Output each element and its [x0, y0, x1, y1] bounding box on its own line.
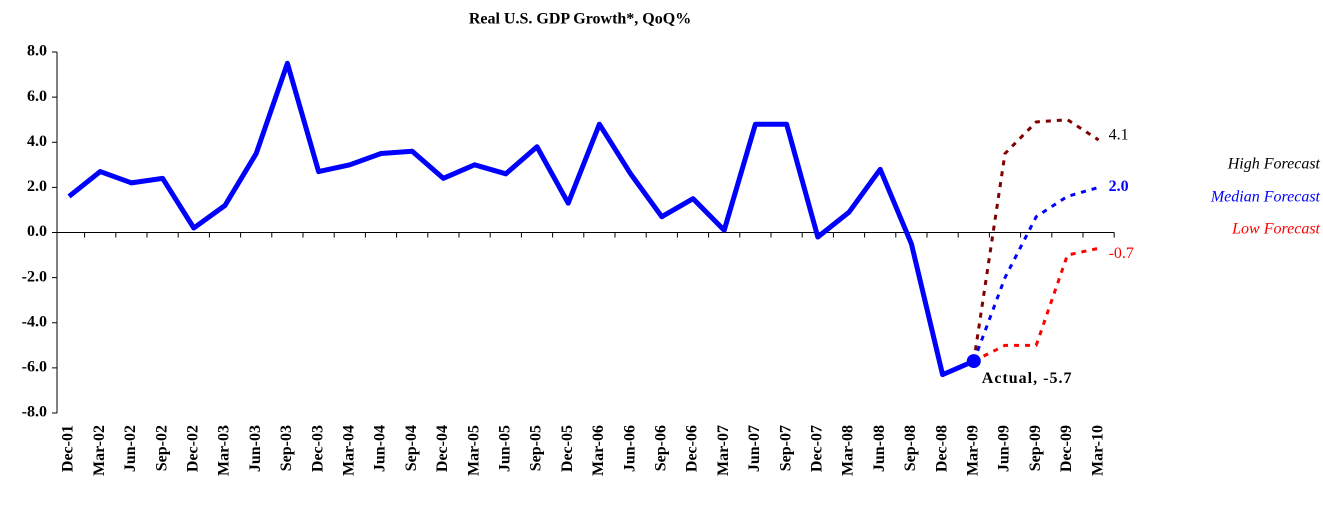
data-line: [972, 185, 1100, 362]
value-label: -0.7: [1109, 245, 1134, 262]
x-tick-label: Mar-09: [964, 425, 981, 476]
x-tick-label: Jun-03: [247, 425, 264, 472]
y-tick-label: -8.0: [22, 404, 47, 421]
x-tick-label: Dec-07: [808, 425, 825, 472]
x-tick-label: Sep-03: [278, 425, 295, 471]
x-tick-label: Mar-10: [1089, 425, 1106, 476]
y-tick-label: 2.0: [27, 178, 47, 195]
y-tick-label: -2.0: [22, 268, 47, 285]
x-tick-label: Dec-01: [60, 425, 77, 472]
legend-label: Low Forecast: [1231, 221, 1320, 238]
x-tick-label: Dec-08: [933, 425, 950, 472]
x-tick-label: Dec-06: [684, 425, 701, 472]
y-tick-label: -4.0: [22, 313, 47, 330]
y-tick-label: -6.0: [22, 359, 47, 376]
y-tick-label: 4.0: [27, 133, 47, 150]
x-tick-label: Jun-02: [122, 425, 139, 472]
actual-marker: [966, 354, 981, 369]
annotation: Actual, -5.7: [982, 370, 1073, 387]
x-tick-label: Mar-02: [91, 425, 108, 476]
y-tick-label: 6.0: [27, 88, 47, 105]
data-line: [67, 60, 975, 378]
x-tick-label: Jun-05: [496, 425, 513, 472]
x-tick-label: Sep-04: [403, 425, 420, 471]
x-tick-label: Mar-05: [465, 425, 482, 476]
x-tick-label: Jun-08: [871, 425, 888, 472]
x-tick-label: Jun-06: [621, 425, 638, 472]
x-tick-label: Mar-04: [340, 425, 357, 476]
x-tick-label: Jun-09: [996, 425, 1013, 472]
y-tick-label: 0.0: [27, 223, 47, 240]
x-tick-label: Sep-02: [153, 425, 170, 471]
value-label: 2.0: [1109, 178, 1129, 195]
chart-title: Real U.S. GDP Growth*, QoQ%: [469, 11, 691, 28]
x-tick-label: Sep-06: [652, 425, 669, 471]
x-tick-label: Mar-08: [840, 425, 857, 476]
x-tick-label: Dec-04: [434, 425, 451, 472]
x-tick-label: Dec-05: [559, 425, 576, 472]
x-tick-label: Mar-07: [715, 425, 732, 476]
x-tick-label: Sep-05: [528, 425, 545, 471]
data-line: [973, 246, 1099, 363]
data-line: [972, 118, 1100, 362]
y-tick-label: 8.0: [27, 43, 47, 60]
value-label: 4.1: [1109, 127, 1129, 144]
x-tick-label: Mar-03: [216, 425, 233, 476]
x-tick-label: Dec-03: [309, 425, 326, 472]
x-tick-label: Sep-09: [1027, 425, 1044, 471]
x-tick-label: Jun-04: [372, 425, 389, 472]
legend-label: Median Forecast: [1210, 189, 1321, 206]
x-tick-label: Dec-09: [1058, 425, 1075, 472]
x-tick-label: Mar-06: [590, 425, 607, 476]
x-tick-label: Sep-07: [777, 425, 794, 471]
x-tick-label: Dec-02: [184, 425, 201, 472]
x-tick-label: Sep-08: [902, 425, 919, 471]
legend-label: High Forecast: [1227, 156, 1321, 173]
x-tick-label: Jun-07: [746, 425, 763, 472]
